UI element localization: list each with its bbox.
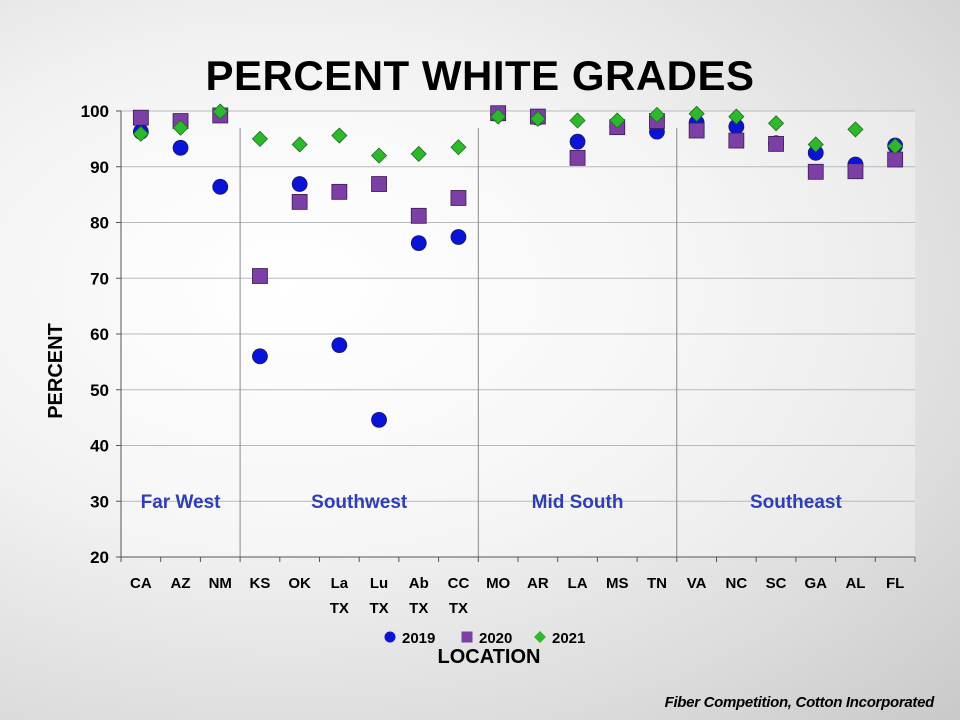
series-2021 bbox=[132, 103, 904, 164]
chart-title: PERCENT WHITE GRADES bbox=[205, 52, 755, 99]
x-tick-label: FL bbox=[886, 575, 904, 592]
x-tick-label: AR bbox=[527, 575, 549, 592]
data-point-2020 bbox=[768, 135, 784, 152]
data-point-2021 bbox=[172, 119, 189, 136]
legend-label-2020: 2020 bbox=[479, 630, 512, 647]
y-tick-label: 20 bbox=[90, 548, 109, 567]
y-tick-label: 70 bbox=[90, 269, 109, 288]
x-tick-label: CA bbox=[130, 575, 152, 592]
legend-label-2021: 2021 bbox=[552, 630, 585, 647]
data-point-2021 bbox=[609, 112, 626, 129]
y-tick-label: 50 bbox=[90, 381, 109, 400]
data-point-2020 bbox=[847, 163, 864, 180]
data-point-2020 bbox=[728, 132, 745, 149]
x-tick-label: AZ bbox=[171, 575, 191, 592]
data-point-2021 bbox=[212, 103, 229, 120]
data-point-2019 bbox=[212, 178, 229, 195]
data-point-2019 bbox=[172, 139, 189, 156]
data-point-2021 bbox=[807, 136, 824, 153]
data-point-2019 bbox=[450, 229, 467, 245]
x-tick-label: MS bbox=[606, 575, 629, 592]
data-point-2020 bbox=[450, 190, 467, 206]
data-point-2021 bbox=[331, 127, 348, 144]
data-point-2019 bbox=[371, 411, 387, 428]
x-tick-label: NC bbox=[726, 575, 748, 592]
data-point-2020 bbox=[887, 151, 904, 168]
x-tick-label: OK bbox=[288, 575, 311, 592]
x-tick-label: La TX bbox=[330, 575, 349, 617]
data-point-2021 bbox=[847, 121, 864, 138]
x-tick-label: TN bbox=[647, 575, 667, 592]
y-tick-label: 80 bbox=[90, 214, 109, 233]
data-point-2021 bbox=[490, 108, 507, 125]
data-point-2021 bbox=[529, 110, 546, 127]
data-point-2021 bbox=[132, 125, 149, 142]
region-label: Southeast bbox=[750, 492, 843, 513]
data-point-2020 bbox=[807, 163, 824, 180]
x-tick-label: NM bbox=[209, 575, 232, 592]
x-tick-label: AL bbox=[845, 575, 865, 592]
x-tick-label: VA bbox=[687, 575, 707, 592]
data-point-2019 bbox=[569, 133, 586, 150]
y-axis-title: PERCENT bbox=[45, 323, 67, 419]
data-point-2021 bbox=[370, 147, 388, 164]
data-point-2019 bbox=[410, 235, 427, 252]
data-point-2021 bbox=[887, 138, 904, 155]
x-tick-label: LA bbox=[568, 575, 588, 592]
y-tick-label: 90 bbox=[90, 158, 109, 177]
data-point-2019 bbox=[331, 337, 348, 354]
data-point-2020 bbox=[252, 268, 268, 284]
data-point-2021 bbox=[767, 115, 785, 132]
region-label: Southwest bbox=[311, 492, 408, 513]
data-point-2021 bbox=[450, 139, 467, 156]
x-tick-label: GA bbox=[805, 575, 828, 592]
region-label: Mid South bbox=[532, 492, 624, 513]
data-point-2020 bbox=[410, 207, 427, 224]
data-point-2021 bbox=[251, 130, 269, 147]
data-point-2020 bbox=[371, 176, 387, 192]
data-point-2020 bbox=[331, 183, 348, 200]
x-tick-label: SC bbox=[766, 575, 787, 592]
y-tick-label: 40 bbox=[90, 437, 109, 456]
legend: 2019 2020 2021 bbox=[384, 630, 585, 647]
legend-label-2019: 2019 bbox=[402, 630, 435, 647]
data-point-2020 bbox=[291, 193, 308, 210]
data-point-2020 bbox=[569, 149, 586, 166]
data-point-2021 bbox=[569, 112, 586, 129]
x-tick-label: CC TX bbox=[448, 575, 470, 617]
y-tick-label: 30 bbox=[90, 492, 109, 511]
x-tick-label: Ab TX bbox=[409, 575, 429, 617]
data-point-2019 bbox=[291, 176, 308, 192]
data-point-2021 bbox=[688, 105, 705, 122]
data-point-2020 bbox=[132, 109, 149, 126]
source-credit: Fiber Competition, Cotton Incorporated bbox=[664, 694, 935, 711]
legend-marker-2021 bbox=[534, 631, 546, 643]
data-point-2021 bbox=[410, 145, 427, 162]
x-tick-label: MO bbox=[486, 575, 510, 592]
data-point-2019 bbox=[252, 348, 268, 365]
data-point-2021 bbox=[291, 136, 308, 153]
y-tick-label: 60 bbox=[90, 325, 109, 344]
data-point-2021 bbox=[648, 106, 666, 123]
x-axis-title: LOCATION bbox=[438, 646, 541, 668]
x-tick-label: KS bbox=[250, 575, 271, 592]
data-point-2020 bbox=[688, 122, 705, 139]
legend-marker-2020 bbox=[461, 631, 473, 643]
legend-marker-2019 bbox=[384, 631, 396, 643]
data-point-2021 bbox=[728, 108, 745, 125]
region-label: Far West bbox=[141, 492, 222, 513]
x-tick-label: Lu TX bbox=[369, 575, 388, 617]
y-tick-label: 100 bbox=[81, 102, 109, 121]
